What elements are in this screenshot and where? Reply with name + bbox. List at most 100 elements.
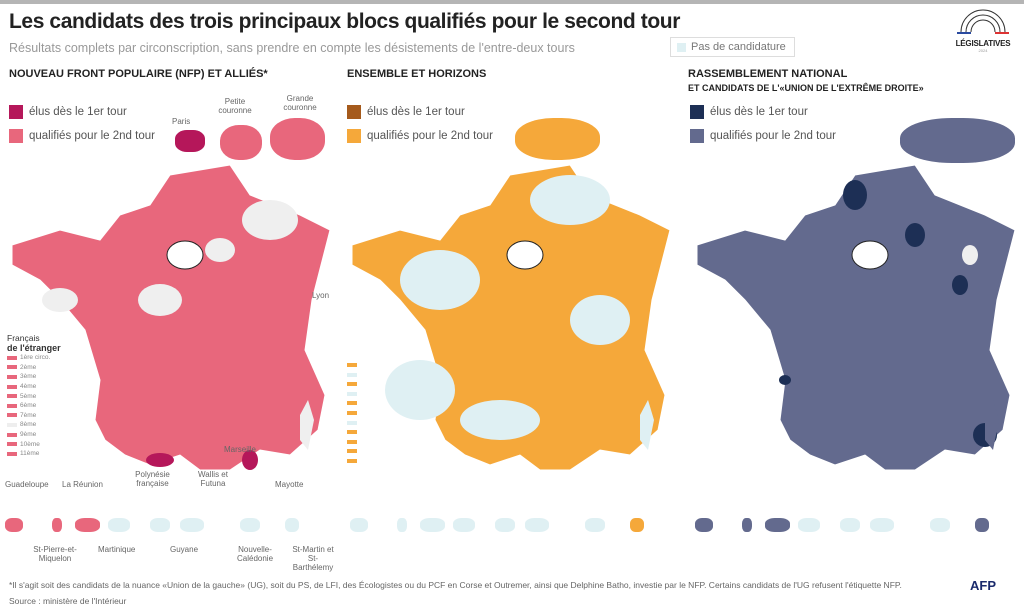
panel-subtitle-rn: ET CANDIDATS DE L'«UNION DE L'EXTRÊME DR… xyxy=(688,83,924,93)
page-title: Les candidats des trois principaux blocs… xyxy=(9,10,680,33)
afp-logo: AFP xyxy=(970,578,996,593)
overseas-territory-map xyxy=(397,518,407,532)
overseas-territory-map xyxy=(975,518,989,532)
label-martinique: Martinique xyxy=(98,545,136,554)
abroad-constituency-ensemble xyxy=(347,391,357,396)
overseas-territory-map xyxy=(150,518,170,532)
overseas-territory-map xyxy=(240,518,260,532)
legend-ens-elected: élus dès le 1er tour xyxy=(347,105,465,119)
overseas-territory-map xyxy=(585,518,605,532)
logo-text: LÉGISLATIVES xyxy=(955,39,1011,48)
area-elected-first-round xyxy=(146,453,174,467)
abroad-constituency-ensemble xyxy=(347,439,357,444)
corsica xyxy=(985,400,999,450)
overseas-territory-map xyxy=(742,518,752,532)
inset-grande-couronne-map xyxy=(270,118,325,160)
label-nouvelle-caledonie: Nouvelle-Calédonie xyxy=(236,545,274,564)
label-marseille: Marseille xyxy=(224,445,257,454)
area-not-qualified xyxy=(962,245,978,265)
panel-title-nfp: NOUVEAU FRONT POPULAIRE (NFP) ET ALLIÉS* xyxy=(9,68,268,80)
label-st-martin: St-Martin et St-Barthélemy xyxy=(292,545,334,573)
area-elected-first-round xyxy=(905,223,925,247)
label-wallis: Wallis et Futuna xyxy=(198,470,228,489)
area-elected-first-round xyxy=(843,180,867,210)
area-not-qualified xyxy=(570,295,630,345)
abroad-constituency: 4ème xyxy=(7,382,61,392)
page-subtitle: Résultats complets par circonscription, … xyxy=(9,41,575,55)
overseas-territory-map xyxy=(75,518,100,532)
overseas-territory-map xyxy=(525,518,549,532)
overseas-territory-map xyxy=(840,518,860,532)
logo-sub: 2024 xyxy=(978,48,988,53)
legend-rn-qualified: qualifiés pour le 2nd tour xyxy=(690,129,836,143)
overseas-territory-map xyxy=(108,518,130,532)
label-mayotte: Mayotte xyxy=(275,480,304,489)
map-ensemble xyxy=(351,164,670,471)
abroad-constituency: 5ème xyxy=(7,391,61,401)
abroad-constituency: 8ème xyxy=(7,420,61,430)
abroad-constituency: 11ème xyxy=(7,449,61,459)
france-mainland xyxy=(11,164,330,471)
source: Source : ministère de l'Intérieur xyxy=(9,596,127,606)
abroad-title: Français xyxy=(7,333,40,343)
label-lyon: Lyon xyxy=(312,291,330,300)
ile-de-france-blank xyxy=(166,240,204,270)
legend-no-candidate: Pas de candidature xyxy=(670,37,795,57)
inset-petite-couronne-map xyxy=(220,125,262,160)
swatch xyxy=(677,42,686,52)
area-elected-first-round xyxy=(952,275,968,295)
area-elected-first-round xyxy=(779,375,791,385)
panel-title-ensemble: ENSEMBLE ET HORIZONS xyxy=(347,68,487,80)
area-not-qualified xyxy=(242,200,298,240)
overseas-territory-map xyxy=(453,518,475,532)
overseas-territory-map xyxy=(285,518,299,532)
overseas-territory-map xyxy=(765,518,790,532)
inset-paris-map xyxy=(175,130,205,152)
abroad-constituency: 7ème xyxy=(7,411,61,421)
map-rn xyxy=(696,164,1015,471)
inset-rn-idf-map xyxy=(900,118,1015,163)
legend-nfp-elected: élus dès le 1er tour xyxy=(9,105,127,119)
inset-ensemble-idf-map xyxy=(515,118,600,160)
abroad-legend: Français de l'étranger 1ère circo. 2ème 3è… xyxy=(7,333,61,459)
overseas-territory-map xyxy=(350,518,368,532)
top-bar xyxy=(0,0,1024,4)
overseas-territory-map xyxy=(630,518,644,532)
area-not-qualified xyxy=(138,284,182,316)
overseas-territory-map xyxy=(420,518,445,532)
legend-nfp-qualified: qualifiés pour le 2nd tour xyxy=(9,129,155,143)
overseas-territory-map xyxy=(930,518,950,532)
area-not-qualified xyxy=(42,288,78,312)
legislatives-logo: LÉGISLATIVES 2024 xyxy=(950,8,1016,53)
hemicycle-icon xyxy=(957,9,1009,34)
inset-label-paris: Paris xyxy=(172,117,191,126)
label-guyane: Guyane xyxy=(170,545,199,554)
legend-ens-qualified: qualifiés pour le 2nd tour xyxy=(347,129,493,143)
corsica xyxy=(300,400,314,450)
area-not-qualified xyxy=(205,238,235,262)
overseas-territory-map xyxy=(5,518,23,532)
abroad-subtitle: de l'étranger xyxy=(7,343,61,353)
map-nfp xyxy=(11,164,330,471)
abroad-constituency: 10ème xyxy=(7,439,61,449)
abroad-constituency: 3ème xyxy=(7,372,61,382)
abroad-constituency: 2ème xyxy=(7,363,61,373)
area-elected-first-round xyxy=(242,450,258,470)
overseas-territory-map xyxy=(180,518,204,532)
ile-de-france-blank xyxy=(506,240,544,270)
france-mainland xyxy=(696,164,1015,471)
abroad-constituency: 9ème xyxy=(7,430,61,440)
abroad-constituency-ensemble xyxy=(347,401,357,406)
overseas-territory-map xyxy=(695,518,713,532)
area-not-qualified xyxy=(460,400,540,440)
area-not-qualified xyxy=(530,175,610,225)
ile-de-france-blank xyxy=(851,240,889,270)
overseas-territory-map xyxy=(495,518,515,532)
label-st-pierre: St-Pierre-et-Miquelon xyxy=(33,545,77,564)
legend-label: Pas de candidature xyxy=(691,41,786,53)
abroad-constituency-ensemble xyxy=(347,411,357,415)
corsica xyxy=(640,400,654,450)
inset-label-petite-couronne: Petite couronne xyxy=(218,97,252,115)
label-guadeloupe: Guadeloupe xyxy=(5,480,49,489)
abroad-constituency-ensemble xyxy=(347,382,357,387)
